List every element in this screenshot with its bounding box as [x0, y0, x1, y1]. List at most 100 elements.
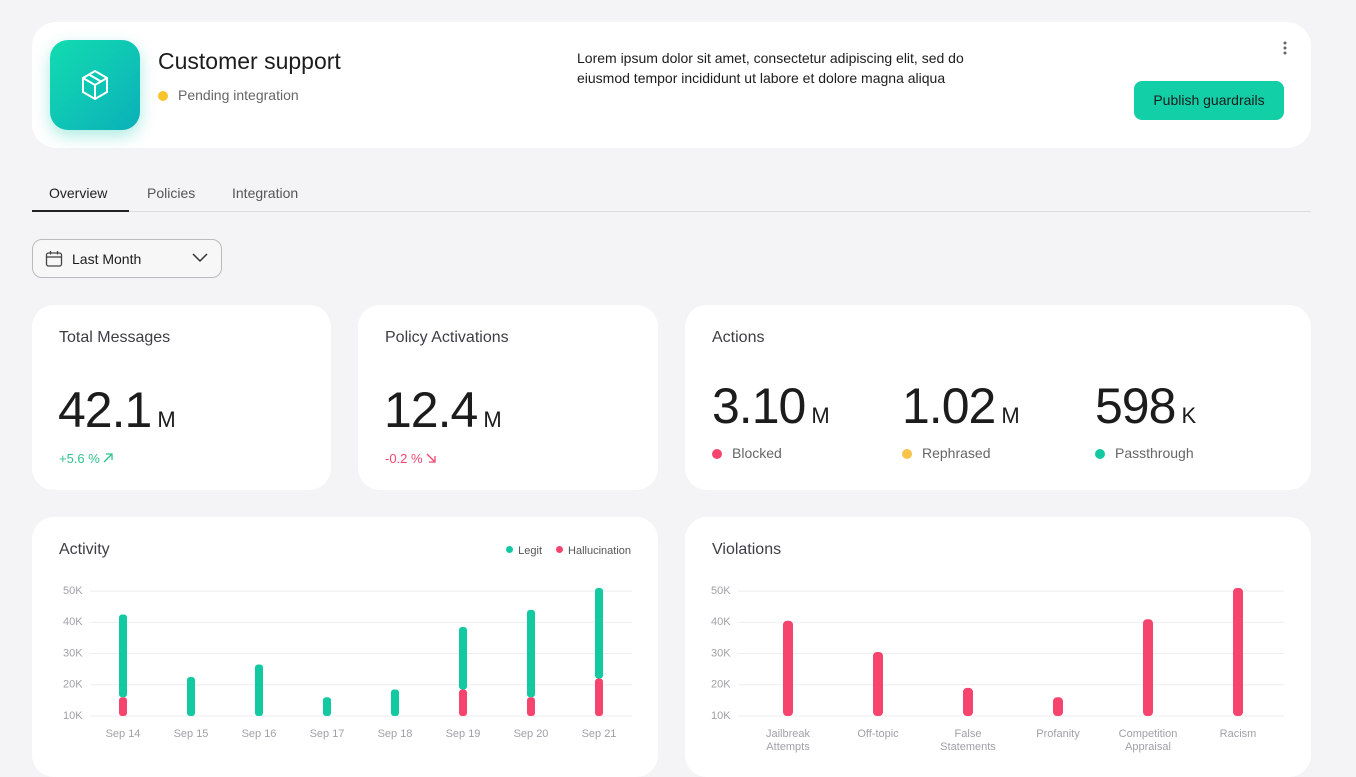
bar — [119, 614, 127, 698]
status: Pending integration — [158, 87, 299, 103]
legend-entry: Legit — [506, 545, 542, 557]
y-tick-label: 10K — [711, 710, 731, 722]
action-number: 598 — [1095, 378, 1176, 434]
stat-number: 42.1 — [58, 382, 152, 438]
x-tick-label: Sep 20 — [513, 728, 549, 740]
x-tick-label: Sep 17 — [309, 728, 345, 740]
date-dropdown[interactable]: Last Month — [32, 239, 222, 278]
bar — [255, 664, 263, 716]
chart-card: Violations 10K 20K 30K 40K 50K Jailbreak Att… — [685, 517, 1311, 777]
bar — [963, 687, 973, 716]
date-label: Last Month — [72, 251, 142, 267]
legend-swatch — [506, 546, 514, 553]
actions-title: Actions — [712, 329, 765, 346]
y-tick-label: 40K — [63, 616, 83, 628]
bar — [595, 678, 603, 716]
chart-title: Activity — [59, 541, 110, 558]
action-text: Passthrough — [1115, 445, 1194, 461]
x-tick-label: Jailbreak Attempts — [765, 728, 811, 753]
x-tick-label: Sep 15 — [173, 728, 209, 740]
tab-rule — [32, 211, 1311, 212]
action-value: 3.10 M — [712, 377, 830, 435]
down-arrow — [426, 453, 436, 463]
stat-unit: M — [483, 407, 502, 432]
action-dot — [712, 449, 722, 459]
stat-value: 12.4 M — [384, 381, 502, 439]
header-card: Customer support Pending integration Lor… — [32, 22, 1311, 148]
stat-unit: M — [157, 407, 176, 432]
action-unit: M — [811, 403, 830, 428]
bar — [527, 609, 535, 698]
x-tick-label: Competition Appraisal — [1118, 728, 1178, 753]
stat-title: Policy Activations — [385, 329, 509, 346]
y-tick-label: 50K — [63, 585, 83, 597]
legend-swatch — [556, 546, 564, 553]
bar — [595, 588, 603, 679]
app-icon — [50, 40, 140, 130]
bar — [1143, 619, 1153, 716]
legend-label: Hallucination — [568, 545, 631, 557]
publish-button[interactable]: Publish guardrails — [1134, 81, 1284, 120]
calendar-icon — [45, 251, 63, 267]
bar — [391, 689, 399, 716]
bar — [187, 676, 195, 716]
x-tick-label: Racism — [1219, 728, 1257, 740]
y-tick-label: 30K — [711, 647, 731, 659]
action-label: Passthrough — [1095, 445, 1194, 461]
action-value: 1.02 M — [902, 377, 1020, 435]
bar — [527, 697, 535, 716]
status-dot — [158, 91, 168, 101]
y-tick-label: 10K — [63, 710, 83, 722]
more-menu[interactable] — [1277, 40, 1293, 58]
tab-underline — [32, 210, 129, 212]
action-number: 3.10 — [712, 378, 806, 434]
chart: 10K 20K 30K 40K 50K — [711, 585, 1284, 722]
y-tick-label: 20K — [63, 679, 83, 691]
bar — [119, 697, 127, 716]
legend-entry: Hallucination — [556, 545, 631, 557]
x-tick-label: Sep 18 — [377, 728, 413, 740]
x-tick-label: False Statements — [940, 728, 996, 753]
bar — [1233, 588, 1243, 716]
y-tick-label: 40K — [711, 616, 731, 628]
chart-title: Violations — [712, 541, 782, 558]
action-dot — [1095, 449, 1105, 459]
action-dot — [902, 449, 912, 459]
y-tick-label: 30K — [63, 647, 83, 659]
bar — [1053, 697, 1063, 716]
stat-change: +5.6 % — [59, 451, 114, 466]
chevron — [192, 253, 208, 263]
app-title: Customer support — [158, 48, 341, 74]
actions-card: Actions 3.10 M Blocked 1.02 M Rephrased 598 K Pa… — [685, 305, 1311, 490]
action-unit: M — [1001, 403, 1020, 428]
x-tick-label: Sep 21 — [581, 728, 617, 740]
x-tick-label: Sep 14 — [105, 728, 141, 740]
tab[interactable]: Overview — [49, 185, 108, 201]
bar — [459, 689, 467, 716]
tab[interactable]: Policies — [147, 185, 196, 201]
y-tick-label: 50K — [711, 585, 731, 597]
stat-card: Total Messages 42.1 M +5.6 % — [32, 305, 331, 490]
stat-number: 12.4 — [384, 382, 478, 438]
y-tick-label: 20K — [711, 679, 731, 691]
chart: 10K 20K 30K 40K 50K — [63, 585, 632, 722]
description: Lorem ipsum dolor sit amet, consectetur … — [577, 50, 964, 86]
tab[interactable]: Integration — [232, 185, 299, 201]
bar — [323, 697, 331, 716]
legend: Legit Hallucination — [506, 545, 631, 557]
x-tick-label: Sep 19 — [445, 728, 481, 740]
bar — [459, 627, 467, 690]
action-value: 598 K — [1095, 377, 1196, 435]
chart-card: Activity 10K 20K 30K 40K 50K Sep 14 Sep 15 Sep… — [32, 517, 658, 777]
stat-change: -0.2 % — [385, 451, 436, 466]
x-tick-label: Profanity — [1036, 728, 1080, 740]
icon-glyph — [82, 69, 108, 101]
legend-label: Legit — [518, 545, 543, 557]
action-number: 1.02 — [902, 378, 996, 434]
stat-card: Policy Activations 12.4 M -0.2 % — [358, 305, 658, 490]
stat-value: 42.1 M — [58, 381, 176, 439]
action-label: Rephrased — [902, 445, 991, 461]
status-text: Pending integration — [178, 87, 299, 103]
bar — [873, 652, 883, 716]
